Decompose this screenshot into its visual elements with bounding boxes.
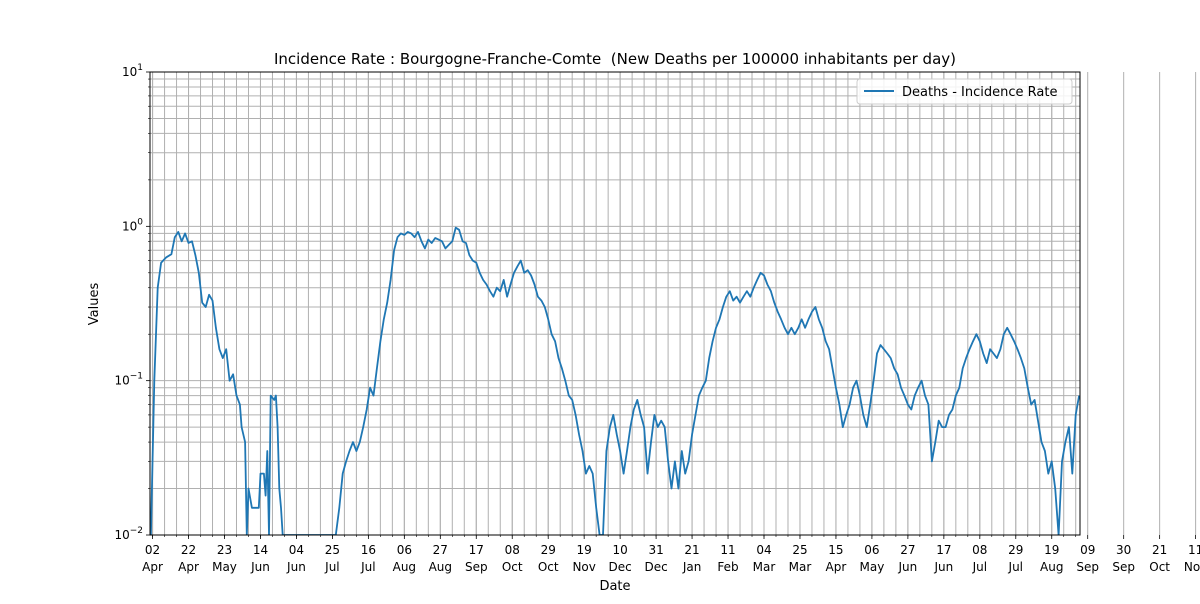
x-tick-label-day: 08 <box>972 543 987 557</box>
y-tick-label: 10−1 <box>114 372 143 388</box>
x-tick-label-month: May <box>212 560 237 574</box>
x-tick-label-day: 14 <box>253 543 268 557</box>
y-axis-ticks: 10−2 10−1 100 101 <box>114 63 150 542</box>
x-tick-label-day: 21 <box>1152 543 1167 557</box>
x-tick-label-month: Oct <box>1149 560 1170 574</box>
series-layer <box>150 226 1080 535</box>
x-tick-label-month: Oct <box>502 560 523 574</box>
x-tick-label-day: 31 <box>648 543 663 557</box>
x-tick-label-day: 19 <box>577 543 592 557</box>
series-line-deaths-incidence-rate <box>150 226 1080 535</box>
x-tick-label-day: 02 <box>145 543 160 557</box>
y-axis-label: Values <box>87 283 102 326</box>
x-tick-label-day: 21 <box>684 543 699 557</box>
x-tick-label-day: 11 <box>1188 543 1200 557</box>
x-tick-label-day: 17 <box>469 543 484 557</box>
x-tick-label-day: 25 <box>792 543 807 557</box>
x-tick-label-month: Jun <box>897 560 917 574</box>
x-axis-ticks: 02 Apr 22 Apr 23 May 14 Jun 04 Jun 25 Jul 16 Jul 06 Aug… <box>142 535 1200 574</box>
x-tick-label-month: Oct <box>538 560 559 574</box>
x-tick-label-month: Jun <box>933 560 953 574</box>
x-tick-label-day: 15 <box>828 543 843 557</box>
x-tick-label-month: Sep <box>1076 560 1099 574</box>
x-tick-label-day: 09 <box>1080 543 1095 557</box>
x-tick-label-month: Nov <box>572 560 595 574</box>
legend: Deaths - Incidence Rate <box>856 78 1073 105</box>
x-tick-label-month: Aug <box>429 560 452 574</box>
x-tick-label-month: Aug <box>1040 560 1063 574</box>
x-tick-label-month: Apr <box>826 560 847 574</box>
x-tick-label-month: Apr <box>178 560 199 574</box>
x-tick-label-day: 19 <box>1044 543 1059 557</box>
x-tick-label-month: Jul <box>360 560 375 574</box>
x-axis-label: Date <box>599 579 630 594</box>
x-tick-label-day: 17 <box>936 543 951 557</box>
x-tick-label-month: May <box>859 560 884 574</box>
x-tick-label-day: 06 <box>397 543 412 557</box>
x-tick-label-month: Jun <box>286 560 306 574</box>
x-tick-label-month: Apr <box>142 560 163 574</box>
x-tick-label-day: 22 <box>181 543 196 557</box>
x-tick-label-month: Sep <box>1112 560 1135 574</box>
y-tick-label: 101 <box>122 63 143 79</box>
x-tick-label-month: Sep <box>465 560 488 574</box>
x-tick-label-day: 27 <box>900 543 915 557</box>
x-tick-label-day: 16 <box>361 543 376 557</box>
x-tick-label-month: Nov <box>1184 560 1200 574</box>
y-tick-label: 10−2 <box>114 526 143 542</box>
x-tick-label-month: Dec <box>609 560 632 574</box>
major-gridlines <box>150 71 1197 536</box>
x-tick-label-day: 06 <box>864 543 879 557</box>
plot-frame <box>149 71 1081 536</box>
x-tick-label-day: 27 <box>433 543 448 557</box>
x-tick-label-month: Jan <box>682 560 702 574</box>
x-tick-label-day: 11 <box>720 543 735 557</box>
x-tick-label-month: Mar <box>753 560 776 574</box>
x-tick-label-day: 23 <box>217 543 232 557</box>
legend-entry: Deaths - Incidence Rate <box>902 85 1057 100</box>
x-tick-label-day: 08 <box>505 543 520 557</box>
y-tick-label: 100 <box>122 217 143 233</box>
x-tick-label-month: Jul <box>324 560 339 574</box>
x-tick-label-day: 29 <box>1008 543 1023 557</box>
x-tick-label-month: Feb <box>717 560 738 574</box>
x-tick-label-month: Dec <box>644 560 667 574</box>
x-tick-label-day: 30 <box>1116 543 1131 557</box>
x-tick-label-month: Aug <box>393 560 416 574</box>
x-tick-label-day: 04 <box>756 543 771 557</box>
x-tick-label-day: 10 <box>612 543 627 557</box>
legend-box <box>856 78 1073 105</box>
x-tick-label-day: 29 <box>541 543 556 557</box>
x-tick-label-month: Jun <box>250 560 270 574</box>
x-tick-label-month: Jul <box>1008 560 1023 574</box>
x-tick-label-month: Mar <box>789 560 812 574</box>
chart-title: Incidence Rate : Bourgogne-Franche-Comte… <box>274 50 956 68</box>
x-tick-label-month: Jul <box>972 560 987 574</box>
x-tick-label-day: 04 <box>289 543 304 557</box>
x-tick-label-day: 25 <box>325 543 340 557</box>
